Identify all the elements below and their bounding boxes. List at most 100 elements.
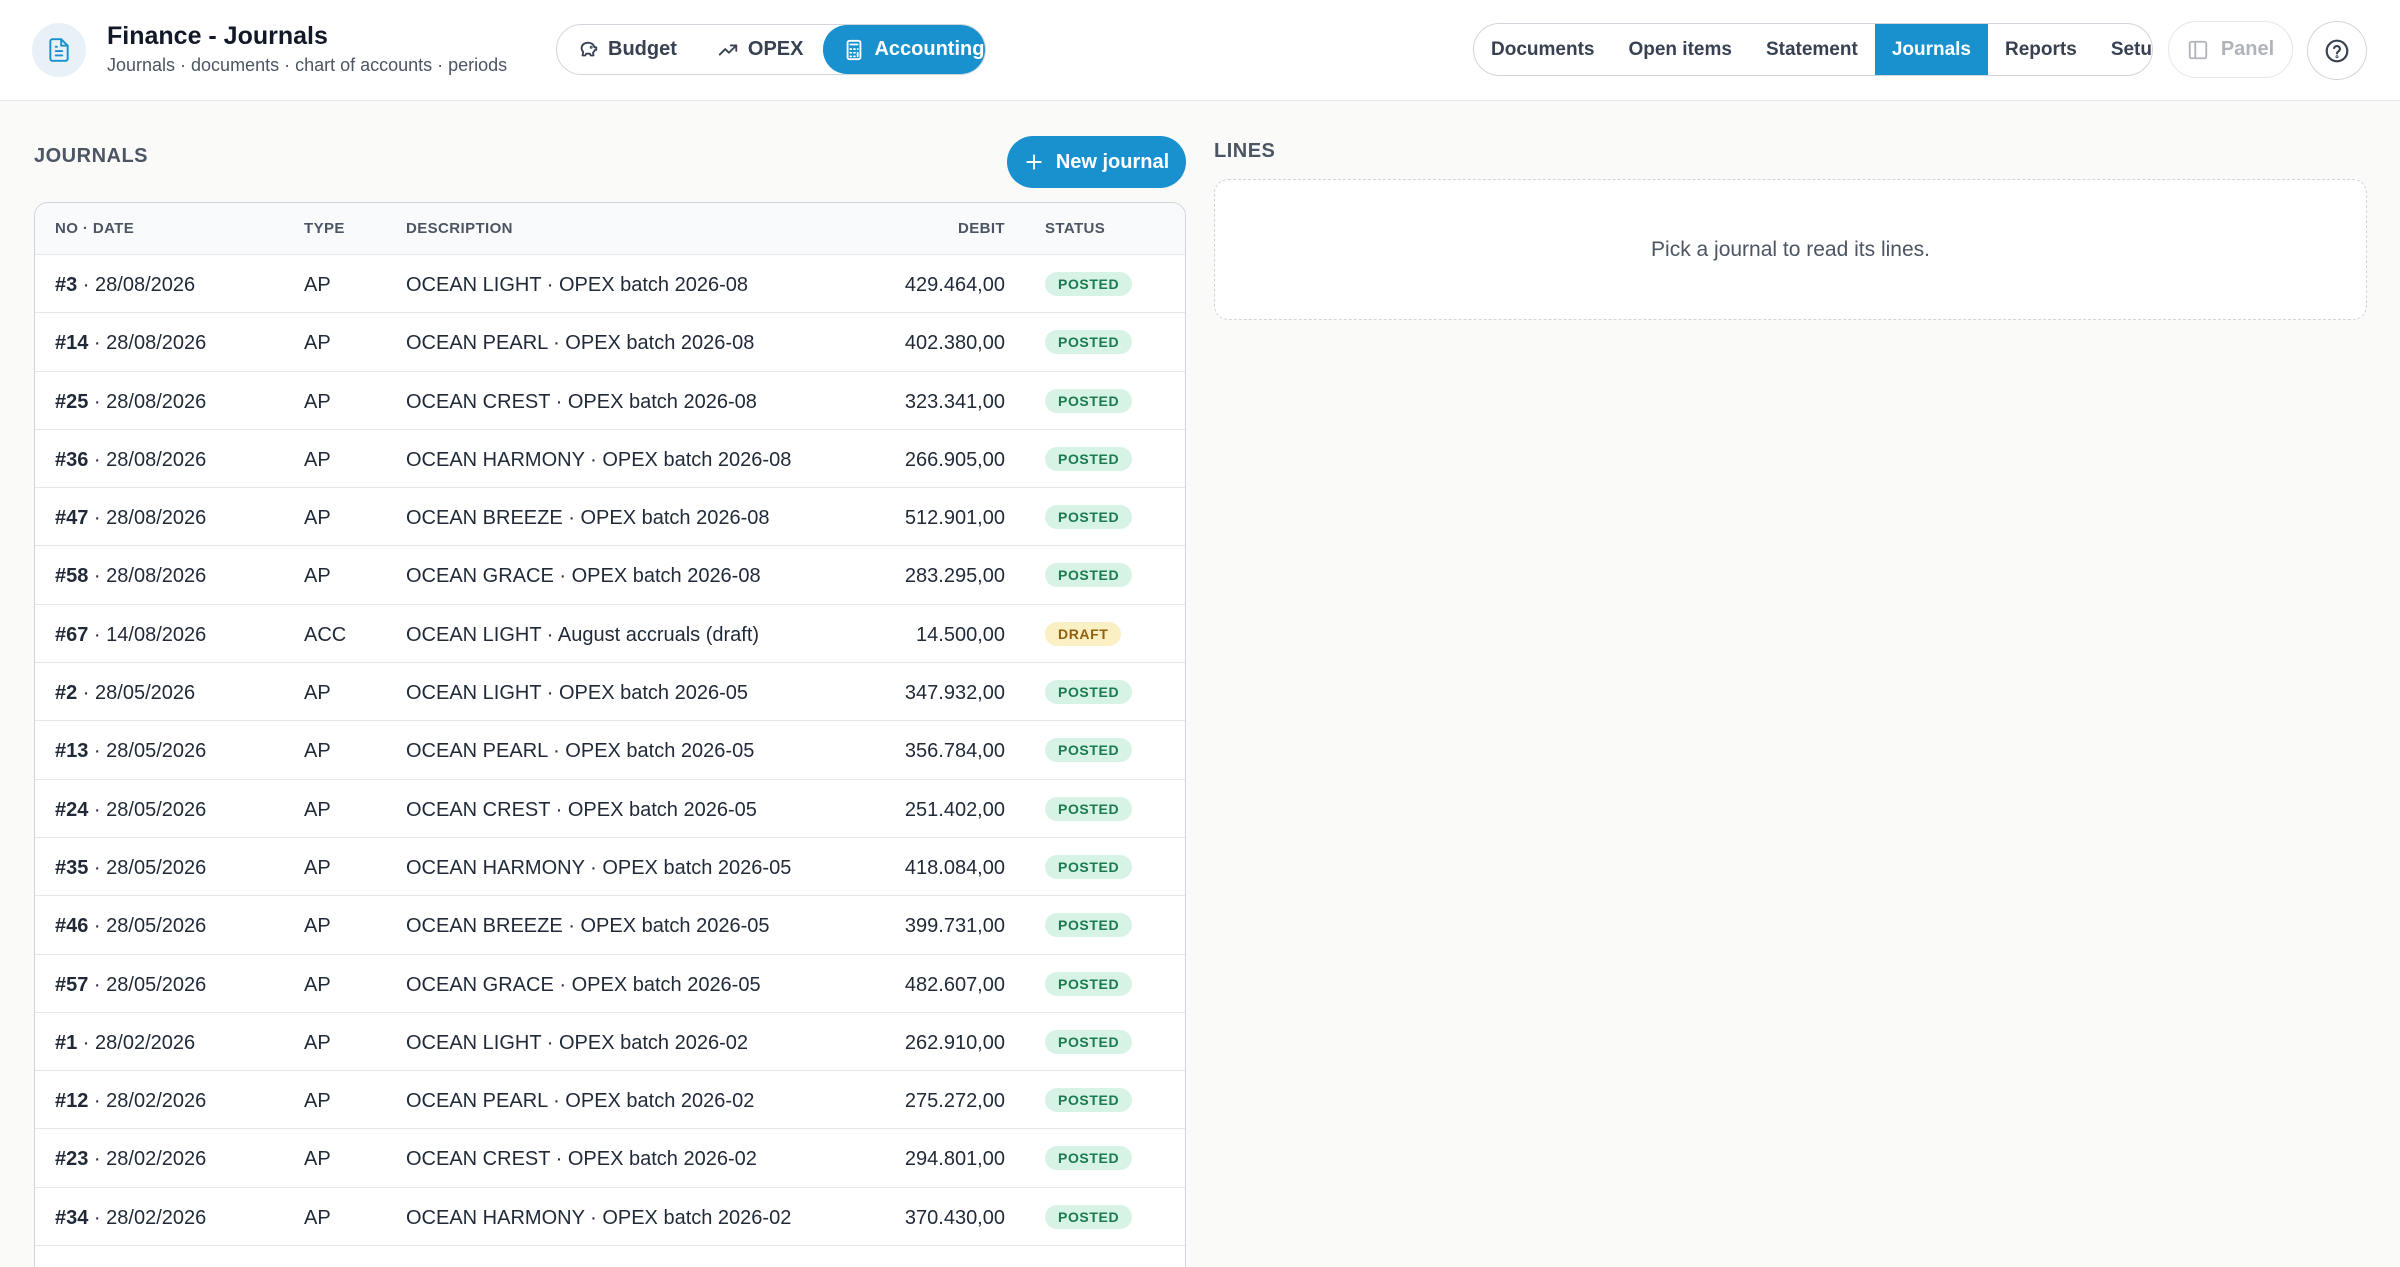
tab-statement[interactable]: Statement (1765, 38, 1858, 60)
tab-reports[interactable]: Reports (2005, 38, 2077, 60)
journal-description: OCEAN LIGHT · OPEX batch 2026-02 (406, 1031, 749, 1054)
journal-debit: 402.380,00 (904, 332, 1005, 355)
separator: · (77, 1031, 96, 1054)
journal-description: OCEAN HARMONY · OPEX batch 2026-08 (406, 448, 792, 471)
separator: · (88, 973, 107, 996)
journal-debit: 294.801,00 (904, 1148, 1005, 1171)
column-header-type[interactable]: TYPE (304, 220, 345, 237)
journal-debit: 14.500,00 (916, 623, 1005, 646)
journal-date: 28/02/2026 (106, 1206, 207, 1229)
table-row[interactable]: #13 · 28/05/2026 AP OCEAN PEARL · OPEX b… (35, 721, 1185, 780)
journals-table: NO · DATE TYPE DESCRIPTION DEBIT STATUS … (34, 202, 1186, 1267)
table-row[interactable]: #34 · 28/02/2026 AP OCEAN HARMONY · OPEX… (35, 1188, 1185, 1247)
separator: · (88, 1148, 107, 1171)
module-switcher: Budget OPEX Accounting (556, 24, 986, 75)
separator: · (88, 1090, 107, 1113)
module-budget-button[interactable]: Budget (557, 25, 697, 74)
table-row[interactable]: #35 · 28/05/2026 AP OCEAN HARMONY · OPEX… (35, 838, 1185, 897)
journal-date: 28/08/2026 (106, 565, 207, 588)
new-journal-button[interactable]: New journal (1007, 136, 1186, 188)
separator: · (88, 332, 107, 355)
table-row[interactable]: #2 · 28/05/2026 AP OCEAN LIGHT · OPEX ba… (35, 663, 1185, 722)
table-row[interactable]: #36 · 28/08/2026 AP OCEAN HARMONY · OPEX… (35, 430, 1185, 489)
journal-debit: 266.905,00 (904, 448, 1005, 471)
journal-debit: 512.901,00 (904, 507, 1005, 530)
separator: · (88, 915, 107, 938)
table-row[interactable]: #25 · 28/08/2026 AP OCEAN CREST · OPEX b… (35, 372, 1185, 430)
help-button[interactable] (2307, 21, 2367, 80)
lines-empty-state: Pick a journal to read its lines. (1214, 179, 2367, 320)
table-row[interactable]: #24 · 28/05/2026 AP OCEAN CREST · OPEX b… (35, 780, 1185, 838)
journal-no-date: #24 · 28/05/2026 (55, 799, 206, 822)
tab-open-items[interactable]: Open items (1628, 38, 1732, 60)
module-opex-button[interactable]: OPEX (697, 25, 824, 74)
journal-date: 28/02/2026 (95, 1031, 196, 1054)
journal-description: OCEAN BREEZE · OPEX batch 2026-05 (406, 915, 770, 938)
table-row[interactable]: #14 · 28/08/2026 AP OCEAN PEARL · OPEX b… (35, 313, 1185, 372)
tab-journals[interactable]: Journals (1874, 24, 1989, 75)
tab-documents[interactable]: Documents (1491, 38, 1595, 60)
module-budget-label: Budget (608, 38, 677, 60)
journal-no-date: #3 · 28/08/2026 (55, 274, 195, 297)
journal-date: 28/05/2026 (95, 682, 196, 705)
status-badge: POSTED (1045, 1146, 1133, 1171)
journal-description: OCEAN PEARL · OPEX batch 2026-02 (406, 1090, 755, 1113)
status-badge: POSTED (1045, 913, 1133, 938)
table-row[interactable]: #46 · 28/05/2026 AP OCEAN BREEZE · OPEX … (35, 896, 1185, 955)
table-row[interactable]: #67 · 14/08/2026 ACC OCEAN LIGHT · Augus… (35, 605, 1185, 664)
table-row[interactable]: #58 · 28/08/2026 AP OCEAN GRACE · OPEX b… (35, 546, 1185, 605)
status-badge: POSTED (1045, 1204, 1133, 1229)
table-row[interactable]: #3 · 28/08/2026 AP OCEAN LIGHT · OPEX ba… (35, 255, 1185, 314)
journal-no-date: #46 · 28/05/2026 (55, 915, 206, 938)
table-row[interactable]: #1 · 28/02/2026 AP OCEAN LIGHT · OPEX ba… (35, 1013, 1185, 1072)
app-header: Finance - Journals Journals · documents … (0, 0, 2400, 101)
table-row[interactable]: #23 · 28/02/2026 AP OCEAN CREST · OPEX b… (35, 1129, 1185, 1188)
separator: · (88, 390, 107, 413)
journal-number: #1 (55, 1031, 78, 1054)
table-row[interactable]: #12 · 28/02/2026 AP OCEAN PEARL · OPEX b… (35, 1071, 1185, 1130)
panel-toggle-button[interactable]: Panel (2168, 21, 2293, 78)
journal-description: OCEAN GRACE · OPEX batch 2026-08 (406, 565, 761, 588)
journal-type: AP (304, 682, 331, 705)
journal-no-date: #2 · 28/05/2026 (55, 682, 195, 705)
column-header-no-date[interactable]: NO · DATE (55, 220, 135, 237)
status-badge: POSTED (1045, 446, 1133, 471)
journal-description: OCEAN LIGHT · August accruals (draft) (406, 623, 760, 646)
module-accounting-button[interactable]: Accounting (823, 25, 985, 74)
status-badge: POSTED (1045, 1088, 1133, 1113)
module-accounting-label: Accounting (874, 38, 985, 60)
journal-debit: 262.910,00 (904, 1031, 1005, 1054)
journal-type: AP (304, 1148, 331, 1171)
journal-number: #34 (55, 1206, 89, 1229)
journal-no-date: #58 · 28/08/2026 (55, 565, 206, 588)
section-subnav: Documents Open items Statement Journals … (1473, 23, 2153, 76)
column-header-debit[interactable]: DEBIT (958, 220, 1005, 237)
column-header-description[interactable]: DESCRIPTION (406, 220, 513, 237)
page-subtitle: Journals · documents · chart of accounts… (107, 55, 508, 75)
table-row[interactable]: #47 · 28/08/2026 AP OCEAN BREEZE · OPEX … (35, 488, 1185, 547)
separator: · (88, 798, 107, 821)
column-header-status[interactable]: STATUS (1045, 220, 1106, 237)
journal-number: #47 (55, 507, 89, 530)
journal-type: ACC (304, 623, 347, 646)
journal-date: 28/08/2026 (106, 507, 207, 530)
journal-description: OCEAN PEARL · OPEX batch 2026-08 (406, 332, 755, 355)
lines-section-title: LINES (1214, 140, 1276, 162)
journal-number: #24 (55, 798, 89, 821)
separator: · (77, 274, 96, 296)
journal-type: AP (304, 1206, 331, 1229)
panel-icon (2188, 40, 2207, 59)
journal-date: 28/08/2026 (106, 390, 207, 413)
journal-description: OCEAN CREST · OPEX batch 2026-05 (406, 798, 757, 821)
status-badge: POSTED (1045, 272, 1133, 296)
journal-number: #67 (55, 623, 89, 646)
journal-date: 28/02/2026 (106, 1148, 207, 1171)
document-icon (32, 23, 86, 77)
journal-debit: 482.607,00 (904, 973, 1005, 996)
journal-no-date: #25 · 28/08/2026 (55, 391, 206, 414)
separator: · (88, 856, 107, 879)
tab-setup[interactable]: Setup (2110, 38, 2152, 60)
table-row[interactable]: #57 · 28/05/2026 AP OCEAN GRACE · OPEX b… (35, 955, 1185, 1013)
journal-debit: 356.784,00 (904, 740, 1005, 763)
module-opex-label: OPEX (747, 38, 804, 60)
